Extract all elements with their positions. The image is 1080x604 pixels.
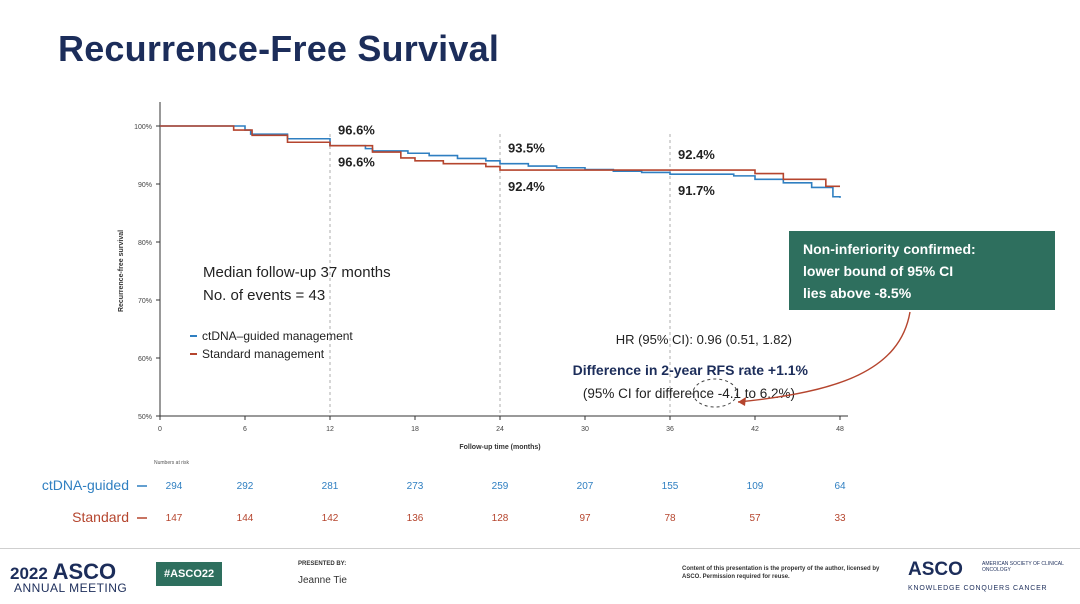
survival-rate-label: 92.4% [508, 179, 545, 194]
y-axis-label: Recurrence-free survival [118, 230, 125, 312]
risk-value: 292 [237, 481, 254, 492]
risk-row-label: ctDNA-guided [42, 477, 129, 493]
y-tick-label: 90% [138, 182, 152, 189]
x-tick-label: 36 [666, 426, 674, 433]
noninferiority-callout [789, 231, 1055, 310]
survival-rate-label: 96.6% [338, 123, 375, 138]
meeting-logo: 2022 ASCO [10, 559, 116, 585]
presented-by-label: PRESENTED BY: [298, 561, 347, 567]
footer: 2022 ASCO ANNUAL MEETING #ASCO22 PRESENT… [0, 548, 1080, 604]
risk-value: 78 [664, 513, 676, 524]
slide-title: Recurrence-Free Survival [58, 28, 500, 69]
lower-bound-highlight [692, 378, 738, 408]
risk-value: 273 [407, 481, 424, 492]
asco-tagline: KNOWLEDGE CONQUERS CANCER [908, 585, 1048, 592]
copyright-notice: Content of this presentation is the prop… [682, 566, 880, 580]
callout-text: lower bound of 95% CI [803, 263, 953, 279]
risk-table-title: Numbers at risk [154, 460, 190, 466]
km-curve-ctdna [160, 125, 841, 198]
callout-text: Non-inferiority confirmed: [803, 241, 976, 257]
y-tick-label: 60% [138, 356, 152, 363]
survival-rate-label: 92.4% [678, 147, 715, 162]
x-tick-label: 24 [496, 426, 504, 433]
risk-value: 136 [407, 513, 424, 524]
risk-value: 281 [322, 481, 339, 492]
risk-row-label: Standard [72, 509, 129, 525]
x-tick-label: 6 [243, 426, 247, 433]
y-tick-label: 80% [138, 240, 152, 247]
meeting-name: ANNUAL MEETING [14, 581, 128, 595]
risk-value: 109 [747, 481, 764, 492]
x-tick-label: 12 [326, 426, 334, 433]
risk-value: 144 [237, 513, 254, 524]
km-curve-standard [160, 125, 840, 188]
risk-value: 57 [749, 513, 761, 524]
risk-value: 207 [577, 481, 594, 492]
x-tick-label: 42 [751, 426, 759, 433]
risk-value: 33 [834, 513, 846, 524]
meeting-year: 2022 [10, 564, 48, 583]
x-tick-label: 30 [581, 426, 589, 433]
risk-value: 147 [166, 513, 183, 524]
risk-value: 259 [492, 481, 509, 492]
risk-value: 128 [492, 513, 509, 524]
difference-text: Difference in 2-year RFS rate +1.1% [573, 362, 809, 378]
legend-label: ctDNA–guided management [202, 329, 353, 343]
risk-value: 294 [166, 481, 183, 492]
y-tick-label: 70% [138, 298, 152, 305]
risk-value: 64 [834, 481, 846, 492]
y-tick-label: 100% [134, 124, 152, 131]
km-chart: 100% 90% 80% 70% 60% 50% 0 6 12 18 24 30 36 42 48 Follo… [42, 102, 1055, 525]
x-tick-label: 48 [836, 426, 844, 433]
x-tick-label: 18 [411, 426, 419, 433]
risk-value: 155 [662, 481, 679, 492]
risk-value: 142 [322, 513, 339, 524]
hazard-ratio-text: HR (95% CI): 0.96 (0.51, 1.82) [616, 332, 792, 347]
legend-label: Standard management [202, 347, 325, 361]
presenter-name: Jeanne Tie [298, 575, 347, 586]
survival-rate-label: 91.7% [678, 183, 715, 198]
median-followup-text: Median follow-up 37 months [203, 264, 391, 281]
callout-text: lies above -8.5% [803, 285, 912, 301]
asco-society-name: AMERICAN SOCIETY OF CLINICAL ONCOLOGY [982, 561, 1064, 573]
x-tick-label: 0 [158, 426, 162, 433]
x-axis-label: Follow-up time (months) [459, 444, 540, 451]
events-text: No. of events = 43 [203, 287, 325, 304]
difference-ci-text: (95% CI for difference -4.1 to 6.2%) [583, 386, 795, 401]
survival-rate-label: 93.5% [508, 141, 545, 156]
hashtag-badge: #ASCO22 [156, 562, 223, 586]
y-tick-label: 50% [138, 414, 152, 421]
callout-arrow [737, 311, 911, 403]
meeting-asco: ASCO [52, 559, 117, 584]
survival-rate-label: 96.6% [338, 155, 375, 170]
asco-logo: ASCO [908, 559, 963, 580]
callout-arrowhead [738, 397, 746, 406]
risk-value: 97 [579, 513, 591, 524]
